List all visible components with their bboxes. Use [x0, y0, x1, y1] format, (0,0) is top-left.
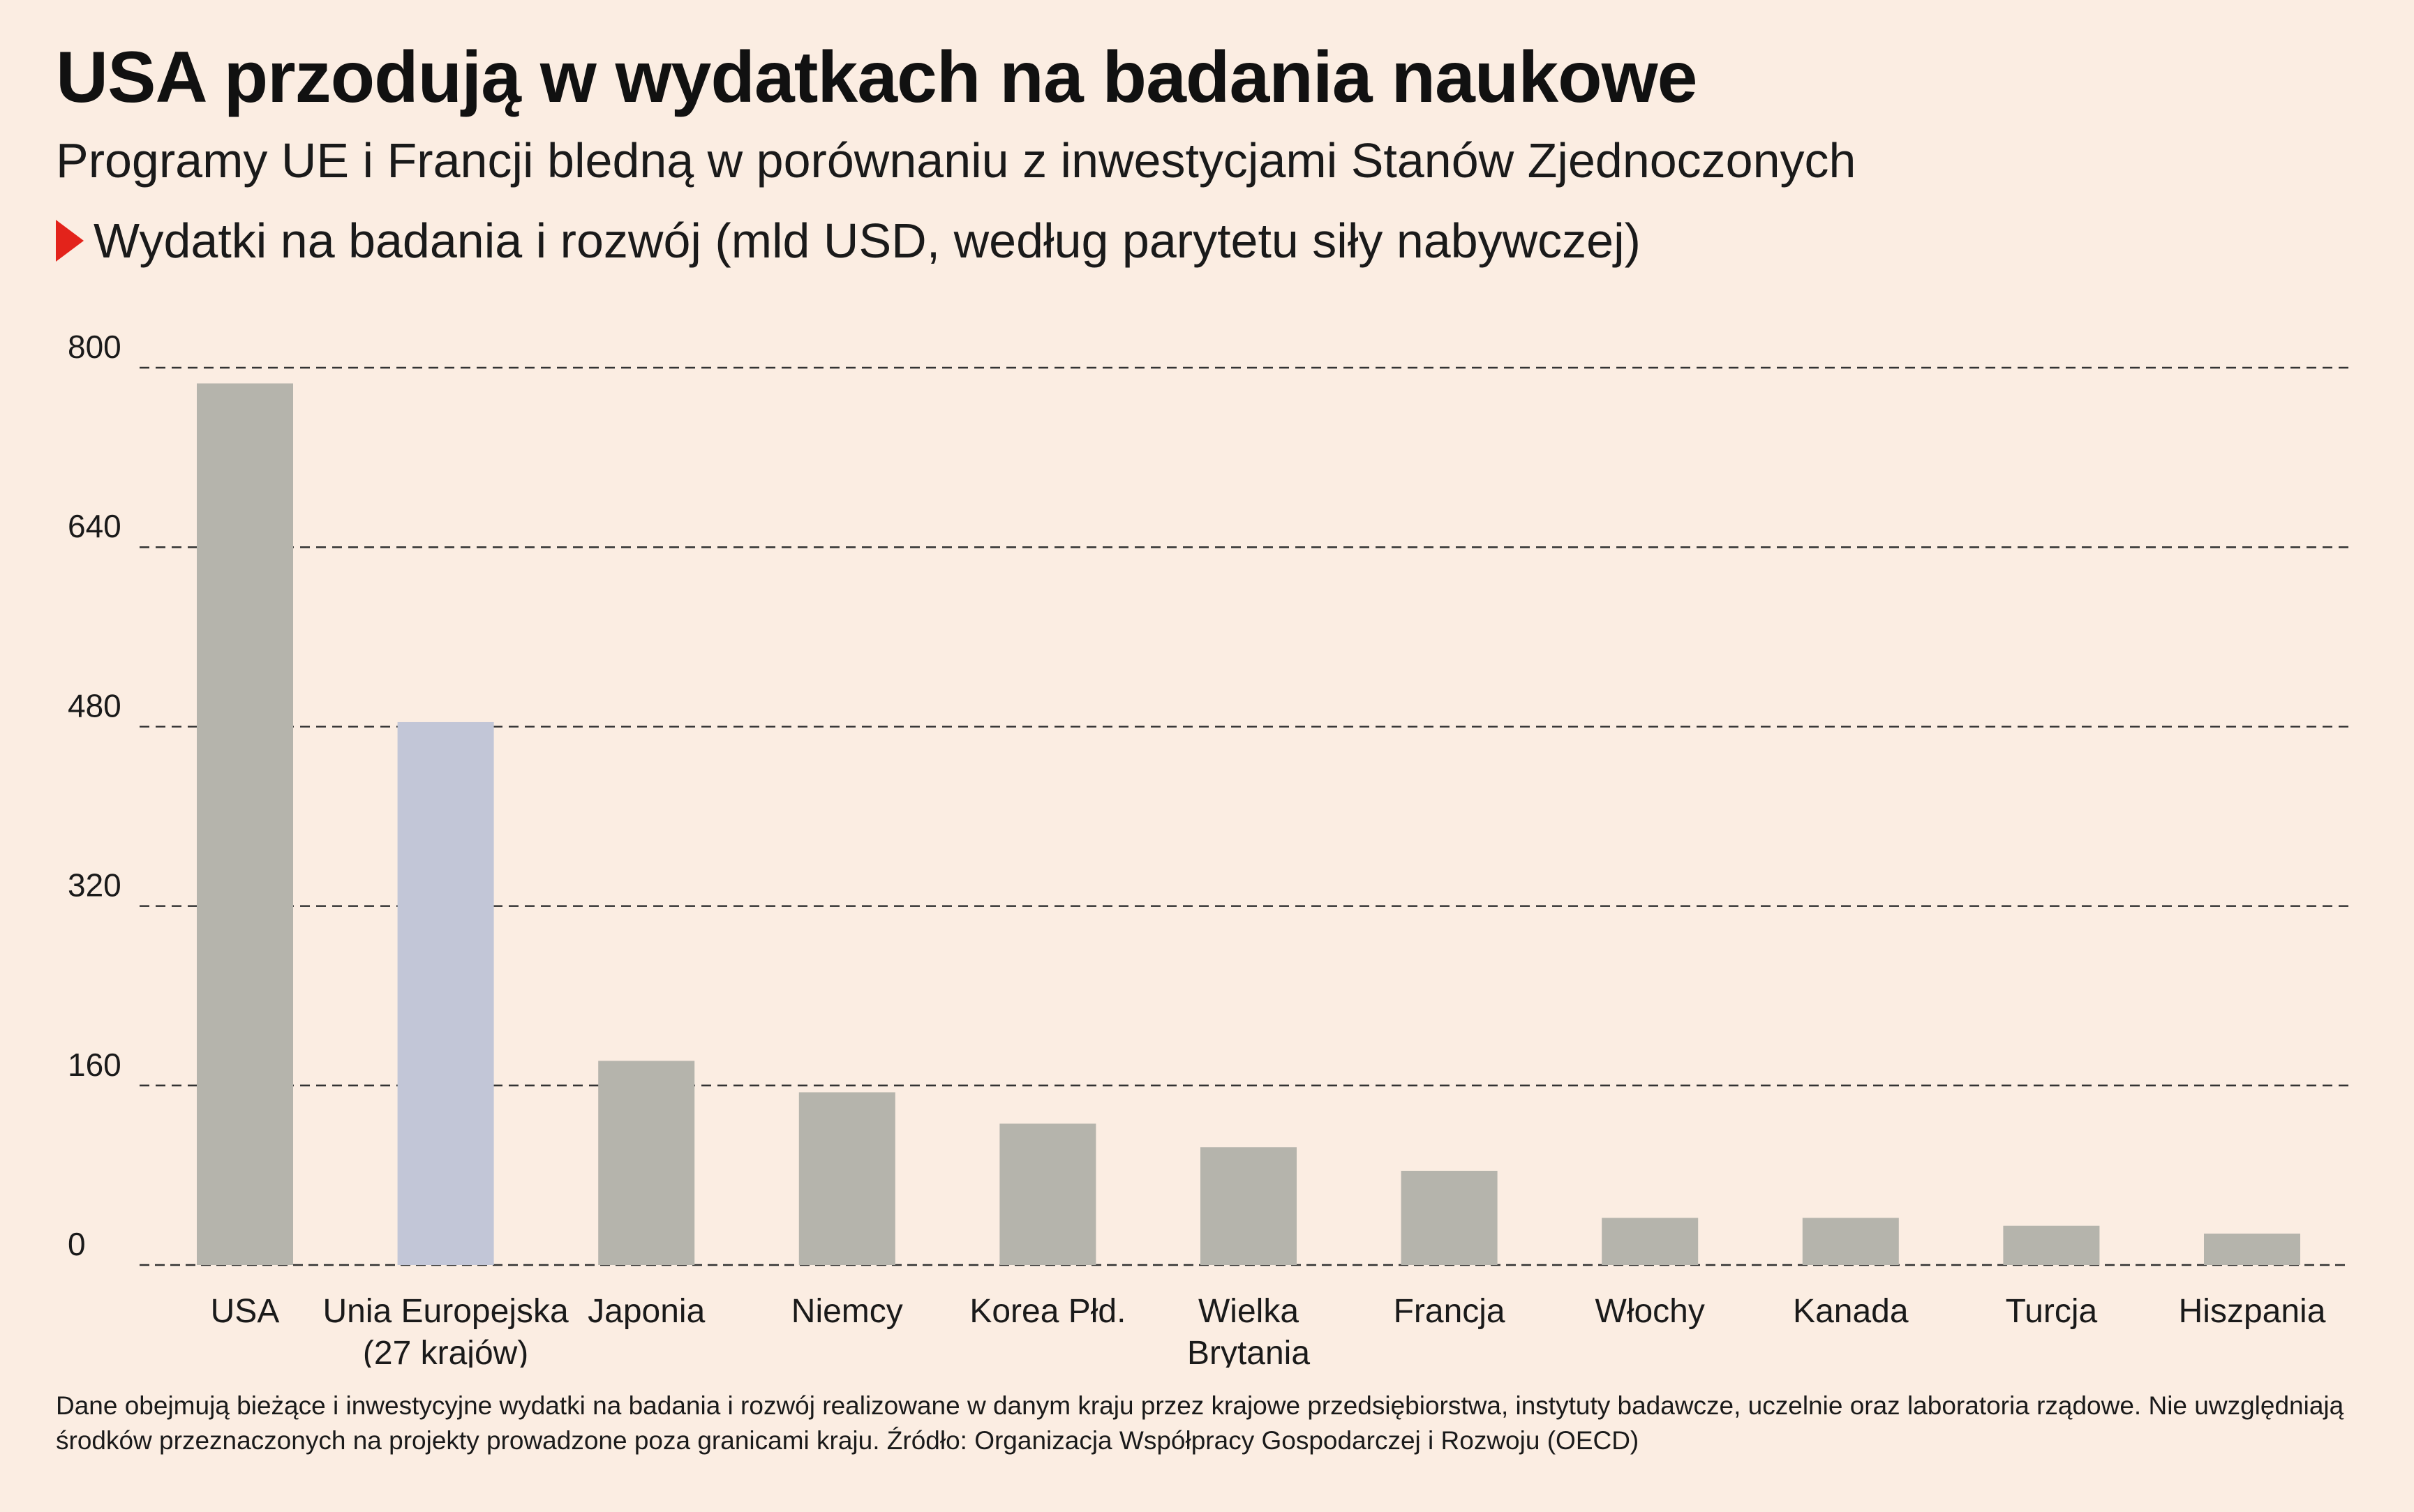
chart-subtitle: Programy UE i Francji bledną w porównani… [56, 133, 1856, 188]
y-tick-label: 0 [68, 1226, 86, 1262]
footnote: Dane obejmują bieżące i inwestycyjne wyd… [56, 1391, 2344, 1455]
x-tick-label: Kanada [1793, 1293, 1909, 1330]
triangle-marker-icon [56, 220, 84, 262]
x-tick-label: Francja [1394, 1293, 1505, 1330]
x-tick-label: Wielka Brytania [1187, 1293, 1310, 1368]
bar [999, 1123, 1096, 1265]
x-tick-label: Korea Płd. [969, 1293, 1126, 1330]
bar [2003, 1225, 2100, 1265]
y-tick-label: 320 [68, 867, 121, 904]
series-label: Wydatki na badania i rozwój (mld USD, we… [56, 213, 1641, 269]
bar [798, 1092, 895, 1265]
y-tick-label: 480 [68, 687, 121, 724]
x-tick-label: Japonia [588, 1293, 705, 1330]
x-tick-label: Turcja [2006, 1293, 2098, 1330]
y-tick-label: 160 [68, 1047, 121, 1083]
bar [1401, 1170, 1498, 1265]
chart-title: USA przodują w wydatkach na badania nauk… [56, 37, 1697, 118]
bar [197, 383, 293, 1265]
bar [397, 721, 494, 1265]
y-tick-label: 640 [68, 508, 121, 544]
y-tick-label: 800 [68, 329, 121, 365]
x-tick-label: Niemcy [791, 1293, 903, 1330]
x-tick-label: Hiszpania [2179, 1293, 2326, 1330]
bar [1802, 1218, 1899, 1265]
bar-chart: 0 160 320 480 640 800 USA Unia Europejska (27 kr… [68, 329, 2348, 1368]
bar [598, 1061, 695, 1265]
bar [1200, 1147, 1297, 1265]
x-tick-label: Włochy [1595, 1293, 1705, 1330]
x-tick-label: USA [211, 1293, 280, 1330]
series-label-text: Wydatki na badania i rozwój (mld USD, we… [94, 214, 1641, 268]
bar [2204, 1233, 2300, 1265]
bar [1602, 1218, 1699, 1265]
x-tick-label: Unia Europejska (27 krajów) [322, 1293, 569, 1368]
